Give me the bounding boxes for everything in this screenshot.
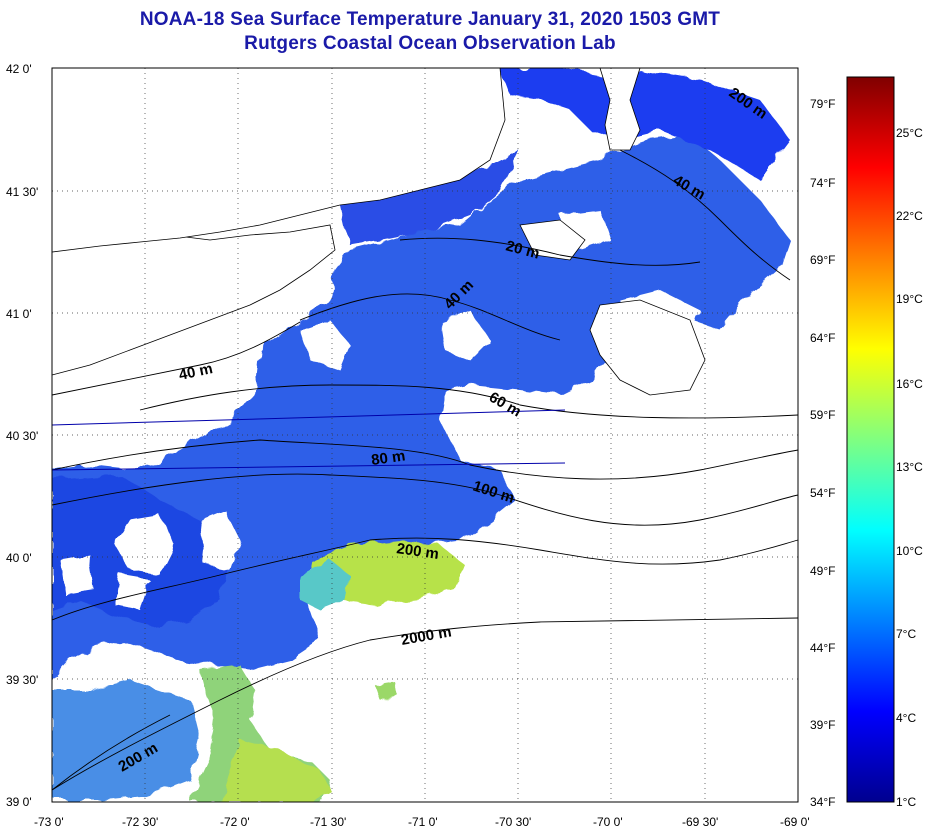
contour-100m <box>51 473 799 526</box>
celsius-label: 4°C <box>896 711 916 725</box>
depth-label: 80 m <box>370 447 406 469</box>
lon-label: -72 30' <box>122 815 158 829</box>
bathymetry-contours <box>51 149 799 791</box>
lon-label: -72 0' <box>220 815 250 829</box>
celsius-label: 1°C <box>896 795 916 809</box>
lat-label: 41 0' <box>6 307 32 321</box>
fahrenheit-label: 64°F <box>810 331 835 345</box>
lon-label: -70 30' <box>495 815 531 829</box>
lon-label: -73 0' <box>34 815 64 829</box>
sst-region-warm <box>310 540 465 605</box>
celsius-label: 13°C <box>896 460 923 474</box>
contour-20m <box>399 237 701 266</box>
contour-40m-mid <box>299 293 561 341</box>
lat-label: 39 30' <box>6 673 38 687</box>
depth-label: 200 m <box>395 540 439 563</box>
sst-region-inner <box>340 150 520 245</box>
fahrenheit-labels: 79°F 74°F 69°F 64°F 59°F 54°F 49°F 44°F … <box>810 97 835 809</box>
lon-label: -70 0' <box>593 815 623 829</box>
fahrenheit-label: 49°F <box>810 564 835 578</box>
contour-200m <box>51 537 799 621</box>
depth-label: 60 m <box>486 389 524 421</box>
fahrenheit-label: 79°F <box>810 97 835 111</box>
contour-40m-north <box>619 149 791 281</box>
lat-label: 40 30' <box>6 429 38 443</box>
cape-cod-land <box>599 67 641 151</box>
celsius-label: 7°C <box>896 627 916 641</box>
colorbar <box>846 76 895 803</box>
fahrenheit-label: 54°F <box>810 486 835 500</box>
lat-labels: 42 0' 41 30' 41 0' 40 30' 40 0' 39 30' 3… <box>6 62 38 809</box>
mainland-land <box>51 67 506 253</box>
lon-label: -71 30' <box>310 815 346 829</box>
nantucket-land <box>589 299 706 396</box>
celsius-label: 25°C <box>896 126 923 140</box>
cloud-mask <box>60 210 700 610</box>
lon-label: -71 0' <box>408 815 438 829</box>
contour-80m <box>51 439 799 480</box>
fahrenheit-label: 74°F <box>810 176 835 190</box>
lon-label: -69 0' <box>780 815 810 829</box>
lat-label: 42 0' <box>6 62 32 76</box>
celsius-label: 10°C <box>896 544 923 558</box>
fahrenheit-label: 59°F <box>810 408 835 422</box>
marthas-vineyard-land <box>519 219 586 261</box>
sst-region-north <box>500 68 790 180</box>
survey-lines <box>51 409 566 471</box>
lat-label: 41 30' <box>6 185 38 199</box>
sst-region-cyan <box>300 560 350 610</box>
fahrenheit-label: 39°F <box>810 718 835 732</box>
map-subtitle: Rutgers Coastal Ocean Observation Lab <box>244 33 616 54</box>
contour-2000m <box>51 617 799 791</box>
celsius-label: 16°C <box>896 377 923 391</box>
depth-label: 2000 m <box>400 623 453 649</box>
lon-label: -69 30' <box>682 815 718 829</box>
sst-layer <box>52 68 790 802</box>
lat-label: 40 0' <box>6 551 32 565</box>
lon-labels: -73 0' -72 30' -72 0' -71 30' -71 0' -70… <box>34 815 810 829</box>
coastline <box>51 67 706 396</box>
contour-60m <box>139 384 799 419</box>
sst-region-warm-south2 <box>220 740 330 802</box>
sst-region-warm-small <box>375 682 398 700</box>
map-frame <box>51 67 799 803</box>
celsius-labels: 25°C 22°C 19°C 16°C 13°C 10°C 7°C 4°C 1°… <box>896 126 923 809</box>
sst-region-lightblue <box>52 680 200 800</box>
celsius-label: 22°C <box>896 209 923 223</box>
celsius-label: 19°C <box>896 292 923 306</box>
depth-label: 40 m <box>177 360 214 384</box>
lat-label: 39 0' <box>6 795 32 809</box>
map-title: NOAA-18 Sea Surface Temperature January … <box>139 9 721 30</box>
contour-40m-west <box>51 321 301 396</box>
fahrenheit-label: 34°F <box>810 795 835 809</box>
fahrenheit-label: 44°F <box>810 641 835 655</box>
fahrenheit-label: 69°F <box>810 253 835 267</box>
contour-200m-south <box>51 714 171 791</box>
